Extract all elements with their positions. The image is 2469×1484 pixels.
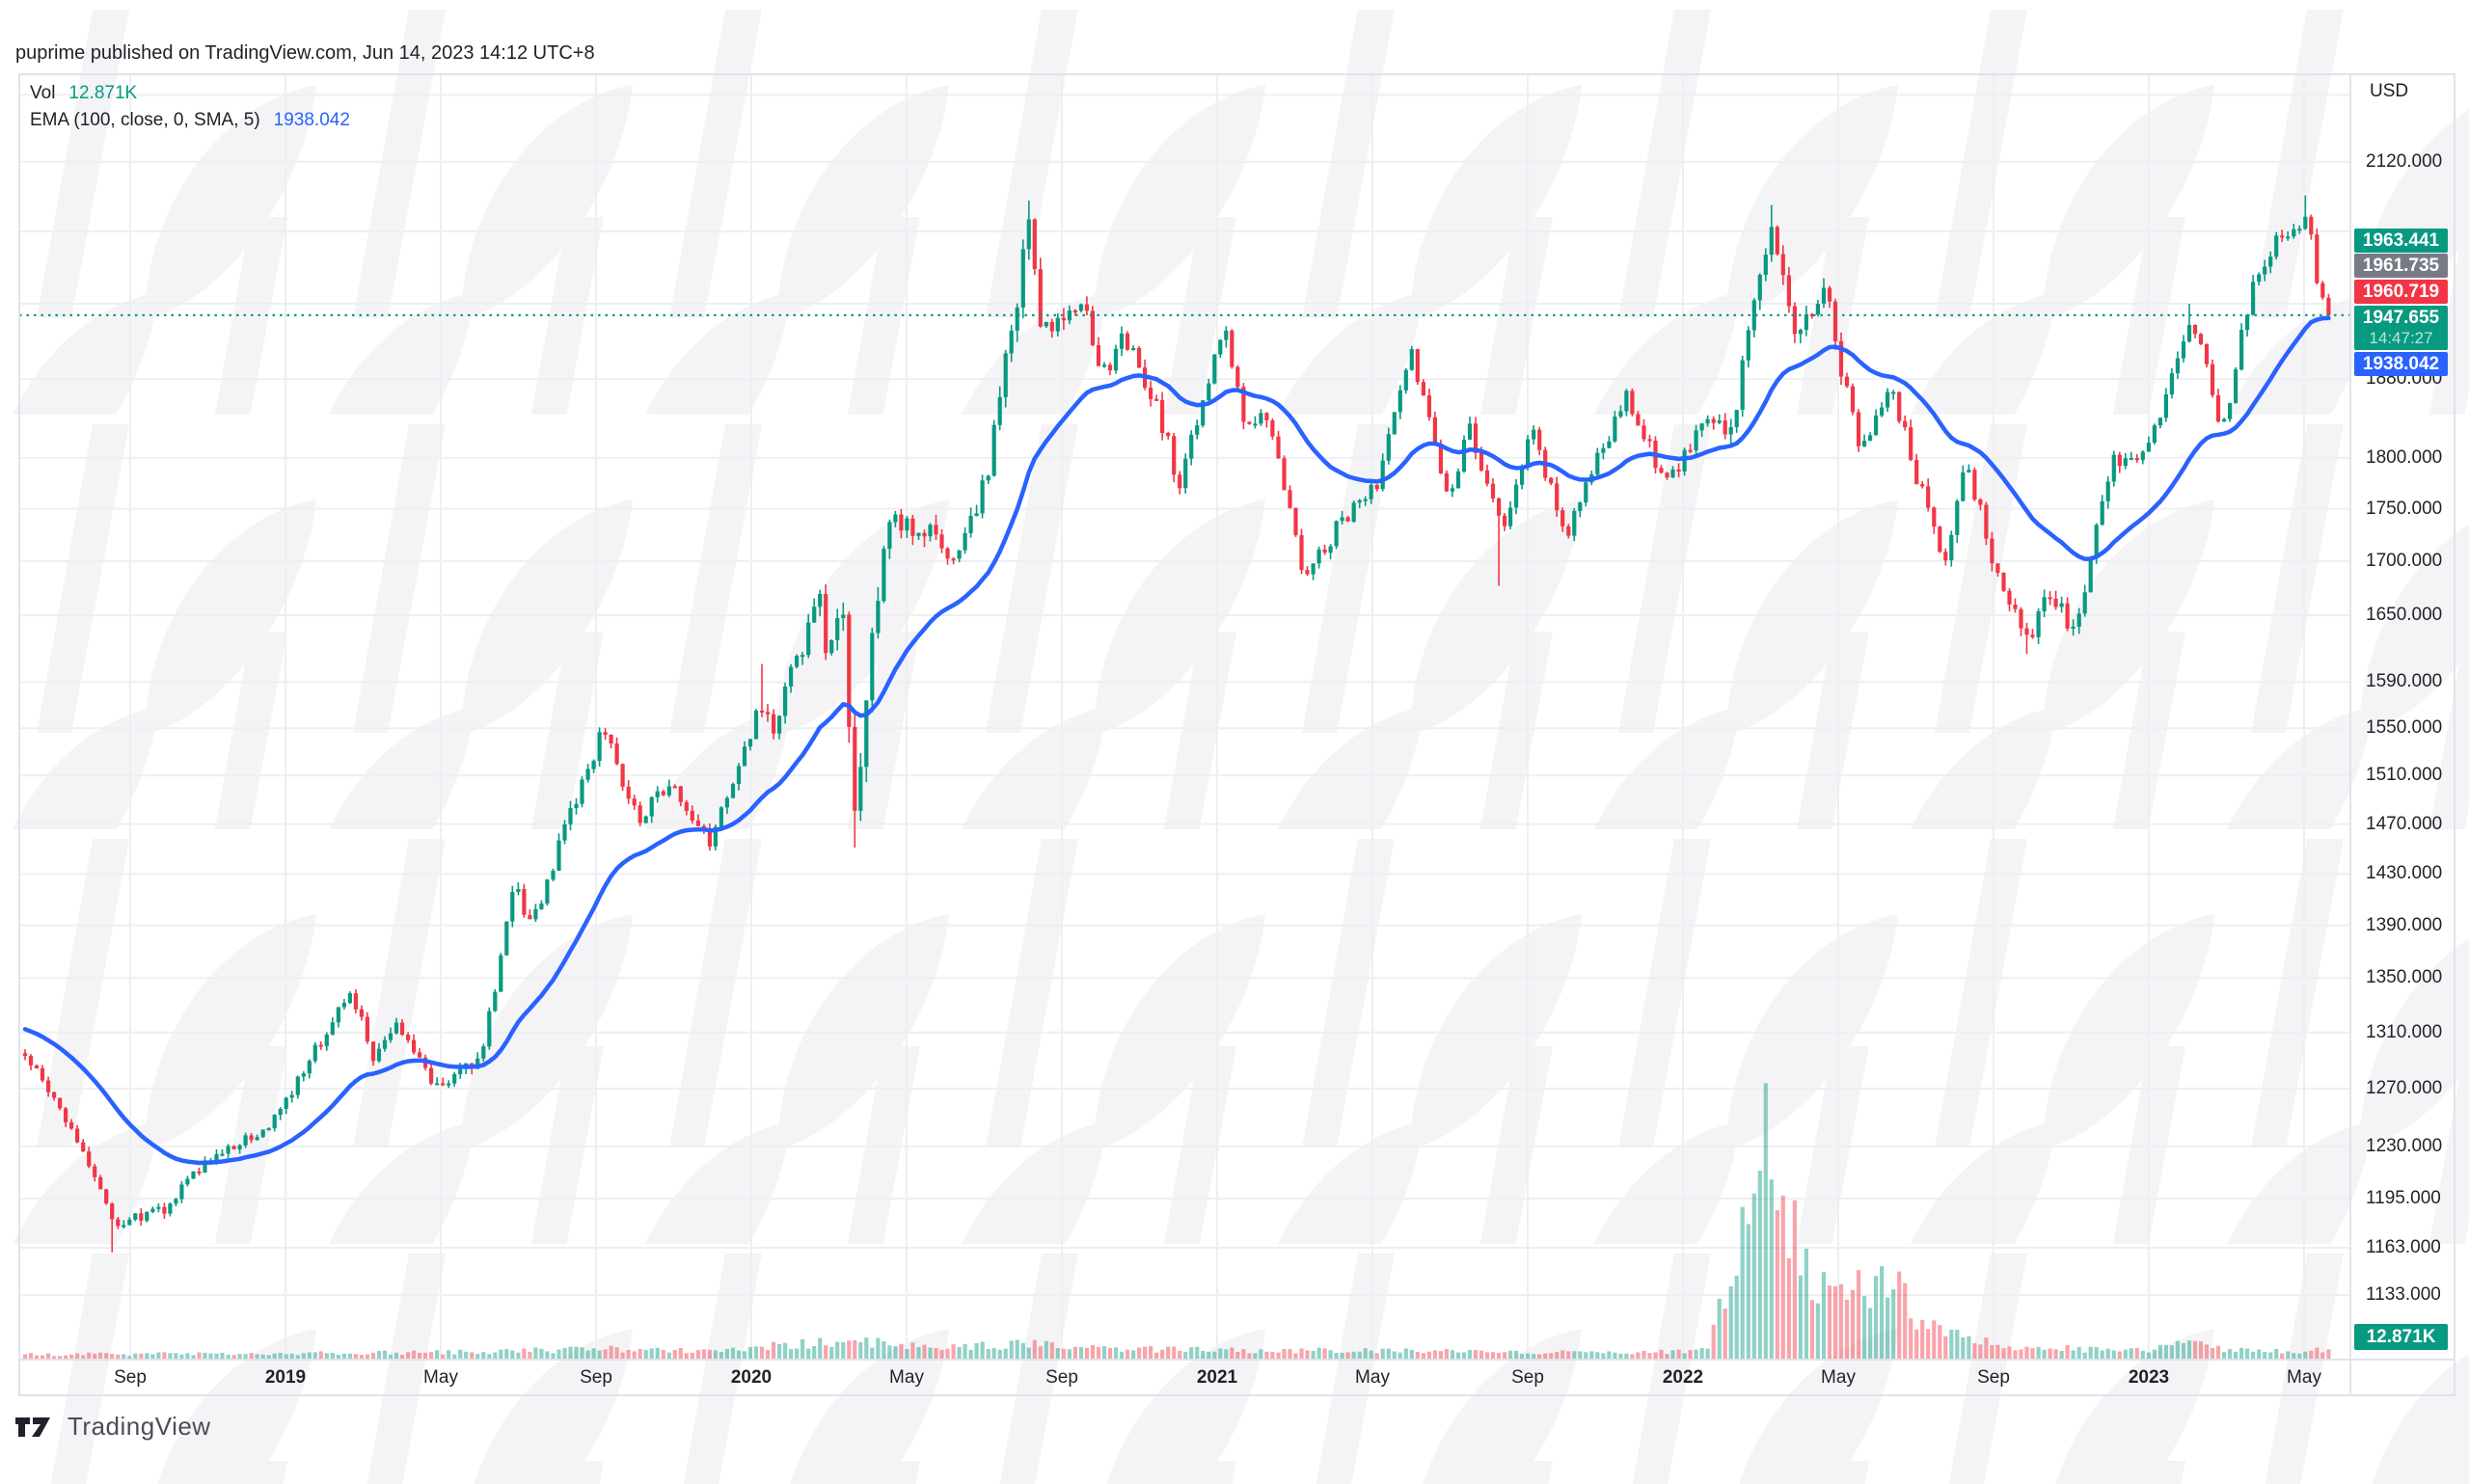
price-badge-value: 1938.042 [2362, 353, 2440, 374]
price-axis-label: 1800.000 [2366, 446, 2443, 468]
time-axis-month-label: May [1355, 1367, 1390, 1388]
price-axis-label: 1650.000 [2366, 604, 2443, 625]
volume-legend-value: 12.871K [68, 83, 138, 103]
legend-ema-row[interactable]: EMA (100, close, 0, SMA, 5) 1938.042 [30, 110, 350, 131]
price-badge-value: 1963.441 [2362, 229, 2440, 251]
price-axis-label: 2120.000 [2366, 150, 2443, 172]
price-badge-value: 1960.719 [2362, 281, 2440, 302]
time-axis-month-label: Sep [114, 1367, 147, 1388]
ema-legend-value: 1938.042 [273, 110, 350, 130]
price-axis-label: 1310.000 [2366, 1021, 2443, 1042]
time-axis-month-label: Sep [1977, 1367, 2010, 1388]
volume-badge: 12.871K [2354, 1324, 2448, 1350]
price-axis-label: 1133.000 [2366, 1284, 2441, 1305]
price-badge: 1963.441 [2354, 229, 2448, 253]
price-badge-value: 1961.735 [2362, 255, 2440, 276]
price-axis-label: 1590.000 [2366, 671, 2443, 692]
price-badge: 1938.042 [2354, 352, 2448, 376]
time-axis-month-label: May [889, 1367, 924, 1388]
price-badge-value: 1947.655 [2362, 308, 2440, 329]
time-axis-year-label: 2022 [1662, 1367, 1704, 1388]
volume-bars [22, 1083, 2331, 1360]
candlesticks [22, 195, 2331, 1253]
time-axis-month-label: Sep [580, 1367, 612, 1388]
price-badge: 1960.719 [2354, 280, 2448, 304]
price-axis-label: 1470.000 [2366, 813, 2443, 834]
time-axis-month-label: May [2287, 1367, 2321, 1388]
time-axis-month-label: May [423, 1367, 458, 1388]
time-axis-month-label: Sep [1511, 1367, 1544, 1388]
price-axis-label: 1550.000 [2366, 717, 2443, 739]
publish-title: puprime published on TradingView.com, Ju… [15, 42, 595, 64]
price-axis-label: 1270.000 [2366, 1077, 2443, 1098]
price-axis-currency: USD [2370, 81, 2409, 101]
price-axis-label: 1430.000 [2366, 863, 2443, 884]
session-countdown: 14:47:27 [2369, 329, 2433, 348]
time-axis-year-label: 2020 [730, 1367, 773, 1388]
grid-lines [19, 74, 2350, 1360]
price-axis-label: 1195.000 [2366, 1188, 2441, 1209]
price-axis-label: 1390.000 [2366, 914, 2443, 935]
price-axis-label: 1350.000 [2366, 967, 2443, 988]
tradingview-logo[interactable]: TradingView [15, 1412, 211, 1442]
time-axis-year-label: 2021 [1196, 1367, 1238, 1388]
price-axis-label: 1510.000 [2366, 765, 2443, 786]
price-axis-label: 1230.000 [2366, 1135, 2443, 1156]
time-axis-month-label: May [1821, 1367, 1856, 1388]
panel-borders [18, 73, 2455, 1396]
volume-legend-label: Vol [30, 83, 56, 103]
tradingview-logo-text: TradingView [68, 1412, 211, 1441]
time-axis-month-label: Sep [1045, 1367, 1078, 1388]
tradingview-logo-icon [15, 1417, 50, 1437]
legend-volume-row[interactable]: Vol 12.871K [30, 83, 137, 104]
time-axis-year-label: 2019 [264, 1367, 307, 1388]
time-axis-year-label: 2023 [2128, 1367, 2170, 1388]
ema-legend-label: EMA (100, close, 0, SMA, 5) [30, 110, 260, 130]
price-axis-label: 1700.000 [2366, 550, 2443, 571]
current-price-countdown-badge: 1947.655 14:47:27 [2354, 306, 2448, 350]
price-badge: 1961.735 [2354, 254, 2448, 278]
price-axis-label: 1750.000 [2366, 498, 2443, 519]
ema-line [22, 315, 2331, 1166]
price-axis-label: 1163.000 [2366, 1236, 2441, 1257]
